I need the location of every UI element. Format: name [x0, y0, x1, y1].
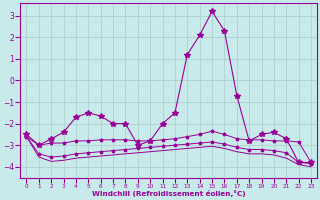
- X-axis label: Windchill (Refroidissement éolien,°C): Windchill (Refroidissement éolien,°C): [92, 190, 245, 197]
